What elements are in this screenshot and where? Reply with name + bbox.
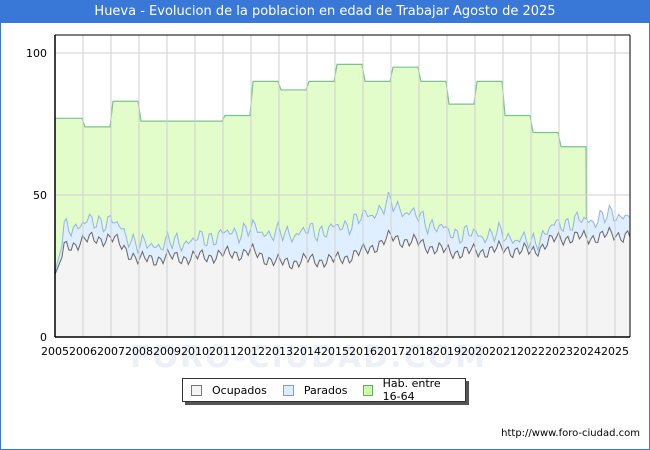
watermark: FORO-CIUDAD.COM	[130, 340, 487, 375]
svg-text:2011: 2011	[209, 345, 237, 358]
y-tick-labels: 0 50 100	[26, 47, 47, 344]
svg-text:2014: 2014	[293, 345, 321, 358]
svg-text:2019: 2019	[433, 345, 461, 358]
svg-text:2021: 2021	[489, 345, 517, 358]
legend-item-parados: Parados	[282, 383, 348, 397]
legend-item-ocupados: Ocupados	[191, 384, 267, 397]
legend-label-parados: Parados	[303, 383, 348, 397]
svg-text:2010: 2010	[181, 345, 209, 358]
svg-text:2016: 2016	[349, 345, 377, 358]
svg-text:2017: 2017	[377, 345, 405, 358]
svg-text:2025: 2025	[601, 345, 629, 358]
svg-text:2013: 2013	[265, 345, 293, 358]
svg-text:2022: 2022	[517, 345, 545, 358]
x-tick-labels: 2005 2006 2007 2008 2009 2010 2011 2012 2013 2014…	[41, 345, 629, 358]
chart-title: Hueva - Evolucion de la poblacion en eda…	[0, 0, 650, 23]
legend-swatch-parados	[282, 384, 294, 396]
legend-label-hab: Hab. entre 16-64	[382, 377, 441, 403]
svg-text:2020: 2020	[461, 345, 489, 358]
chart-legend: Ocupados Parados Hab. entre 16-64	[182, 377, 466, 403]
svg-text:100: 100	[26, 47, 47, 60]
svg-text:2008: 2008	[125, 345, 153, 358]
svg-text:2007: 2007	[97, 345, 125, 358]
svg-text:2012: 2012	[237, 345, 265, 358]
svg-text:2024: 2024	[573, 345, 601, 358]
svg-text:2006: 2006	[69, 345, 97, 358]
svg-text:2018: 2018	[405, 345, 433, 358]
svg-text:2023: 2023	[545, 345, 573, 358]
source-url: http://www.foro-ciudad.com	[501, 428, 640, 439]
gridlines	[55, 35, 630, 337]
svg-text:0: 0	[40, 331, 47, 344]
legend-item-hab: Hab. entre 16-64	[363, 377, 457, 403]
svg-text:2009: 2009	[153, 345, 181, 358]
chart-areas	[54, 63, 631, 338]
svg-text:2015: 2015	[321, 345, 349, 358]
legend-swatch-hab	[363, 384, 373, 396]
svg-text:2005: 2005	[41, 345, 69, 358]
legend-label-ocupados: Ocupados	[212, 383, 267, 397]
legend-swatch-ocupados	[191, 384, 202, 396]
svg-text:50: 50	[33, 189, 47, 202]
